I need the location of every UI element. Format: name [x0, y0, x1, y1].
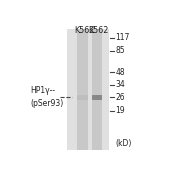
Text: HP1γ--: HP1γ--: [30, 86, 55, 95]
Bar: [77, 94, 88, 100]
Text: 26: 26: [115, 93, 125, 102]
Text: (pSer93): (pSer93): [30, 99, 63, 108]
Text: 117: 117: [115, 33, 130, 42]
Bar: [92, 29, 102, 150]
Bar: [92, 94, 102, 100]
Text: K562: K562: [88, 26, 109, 35]
Bar: [67, 29, 109, 150]
Text: 19: 19: [115, 107, 125, 116]
Text: 85: 85: [115, 46, 125, 55]
Bar: [77, 29, 88, 150]
Text: (kD): (kD): [115, 139, 132, 148]
Text: 34: 34: [115, 80, 125, 89]
Text: K562: K562: [74, 26, 95, 35]
Text: 48: 48: [115, 68, 125, 77]
